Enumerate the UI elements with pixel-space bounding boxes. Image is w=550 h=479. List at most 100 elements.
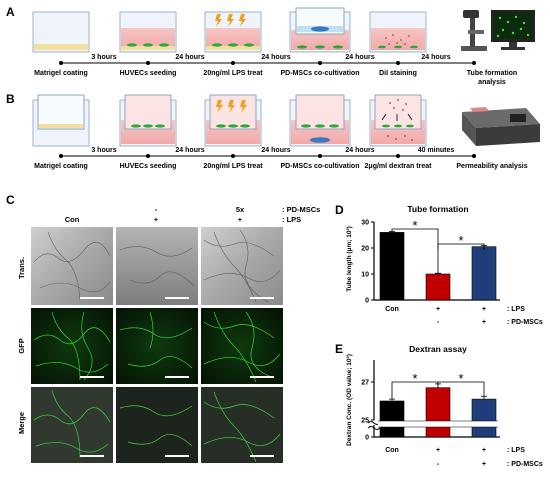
treatment-sign: + xyxy=(482,306,486,313)
scale-bar xyxy=(80,297,274,457)
y-tick-label: 0 xyxy=(365,298,369,305)
treatment-sign: + xyxy=(436,306,440,313)
step-label: 2μg/ml dextran treat xyxy=(365,163,433,170)
header-lps-sign: + xyxy=(238,215,243,224)
bar xyxy=(425,387,451,438)
treatment-sign: + xyxy=(482,447,486,454)
interval-label: 24 hours xyxy=(345,54,374,61)
treatment-sign: - xyxy=(437,461,440,468)
y-tick-label: 27 xyxy=(361,380,369,387)
header-pd-mscs-sign: - xyxy=(155,205,158,214)
x-label-con: Con xyxy=(385,447,399,454)
significance-star: * xyxy=(412,218,417,233)
step-label: 20ng/ml LPS treat xyxy=(203,163,263,170)
interval-label: 24 hours xyxy=(261,147,290,154)
well-dil-staining xyxy=(369,11,427,53)
interval-label: 24 hours xyxy=(421,54,450,61)
treatment-sign: + xyxy=(482,319,486,326)
step-label: Tube formation xyxy=(467,70,517,77)
y-axis-label: Dextran Conc. (OD value; 10³) xyxy=(346,354,353,446)
treatment-sign: - xyxy=(437,319,440,326)
trans-image-lps-pdmsc xyxy=(201,227,283,305)
lightning-icon xyxy=(216,100,247,113)
gfp-image-con xyxy=(31,308,113,384)
dextran-chart: Dextran assay Dextran Conc. (OD value; 1… xyxy=(346,344,543,468)
interval-label: 40 minutes xyxy=(418,147,455,154)
well-huvecs-seeding xyxy=(119,94,177,147)
step-label: DiI staining xyxy=(379,70,417,77)
panel-letter-d: D xyxy=(335,203,344,217)
treatment-label-pd-mscs: : PD-MSCs xyxy=(507,319,543,326)
step-label: Permeability analysis xyxy=(456,163,527,170)
trans-image-lps xyxy=(116,227,198,305)
merge-image-lps-pdmsc xyxy=(201,387,283,463)
well-dextran-treat xyxy=(369,94,427,147)
bar xyxy=(425,273,451,301)
y-tick-label: 20 xyxy=(361,246,369,253)
y-tick-label: 25 xyxy=(361,418,369,425)
workflow-a: 3 hours 24 hours 24 hours 24 hours 24 ho… xyxy=(32,7,535,86)
plate-reader-icon xyxy=(462,107,540,146)
significance-brackets xyxy=(391,228,485,273)
interval-label: 24 hours xyxy=(261,54,290,61)
treatment-label-lps: : LPS xyxy=(507,306,525,313)
significance-star: * xyxy=(458,371,463,386)
well-matrigel-coating xyxy=(32,11,90,53)
treatment-sign: + xyxy=(482,461,486,468)
merge-image-lps xyxy=(116,387,198,463)
step-label: Matrigel coating xyxy=(34,163,88,170)
header-pd-mscs-sign: 5x xyxy=(236,205,245,214)
panel-letter-b: B xyxy=(6,92,15,106)
row-label-gfp: GFP xyxy=(17,338,26,353)
significance-star: * xyxy=(412,371,417,386)
interval-label: 3 hours xyxy=(91,54,116,61)
y-tick-label: 30 xyxy=(361,220,369,227)
step-label: 20ng/ml LPS treat xyxy=(203,70,263,77)
interval-label: 24 hours xyxy=(175,147,204,154)
row-label-merge: Merge xyxy=(17,412,26,434)
step-label: HUVECs seeding xyxy=(120,70,177,77)
bar xyxy=(471,398,497,438)
trans-image-con xyxy=(31,227,113,305)
gfp-image-lps-pdmsc xyxy=(201,308,283,384)
panel-letter-c: C xyxy=(6,193,15,207)
step-label: HUVECs seeding xyxy=(120,163,177,170)
header-lps-sign: + xyxy=(154,215,159,224)
step-label: PD-MSCs co-cultivation xyxy=(281,163,360,170)
interval-label: 24 hours xyxy=(175,54,204,61)
y-tick-label: 10 xyxy=(361,272,369,279)
bar xyxy=(471,246,497,301)
header-con: Con xyxy=(65,215,80,224)
well-huvecs-seeding xyxy=(119,11,177,53)
well-co-cultivation xyxy=(289,7,351,53)
significance-brackets xyxy=(391,381,485,399)
step-label: analysis xyxy=(478,79,506,86)
monitor-icon xyxy=(491,10,535,50)
row-label-trans: Trans. xyxy=(17,257,26,279)
treatment-label-pd-mscs: : PD-MSCs xyxy=(507,461,543,468)
header-pd-mscs-label: : PD-MSCs xyxy=(282,205,320,214)
step-label: Matrigel coating xyxy=(34,70,88,77)
well-matrigel-coating xyxy=(32,94,90,147)
step-label: PD-MSCs co-cultivation xyxy=(281,70,360,77)
y-tick-label: 0 xyxy=(365,435,369,442)
bar xyxy=(379,232,405,301)
bar xyxy=(379,400,405,438)
panel-letter-e: E xyxy=(335,342,343,356)
well-co-cultivation xyxy=(289,94,351,147)
lightning-icon xyxy=(215,14,246,27)
axis-break-gap xyxy=(378,421,498,427)
well-lps-treat xyxy=(204,94,262,147)
microscope-icon xyxy=(461,10,487,51)
chart-title: Tube formation xyxy=(407,204,468,214)
gfp-image-lps xyxy=(116,308,198,384)
merge-image-con xyxy=(31,387,113,463)
interval-label: 24 hours xyxy=(345,147,374,154)
x-label-con: Con xyxy=(385,306,399,313)
interval-label: 3 hours xyxy=(91,147,116,154)
y-axis-label: Tube length (μm; 10³) xyxy=(346,226,353,292)
micrograph-panel: - 5x : PD-MSCs Con + + : LPS Trans. GFP … xyxy=(17,205,320,463)
workflow-b: 3 hours 24 hours 24 hours 24 hours 40 mi… xyxy=(32,94,540,170)
well-lps-treat xyxy=(204,11,262,53)
